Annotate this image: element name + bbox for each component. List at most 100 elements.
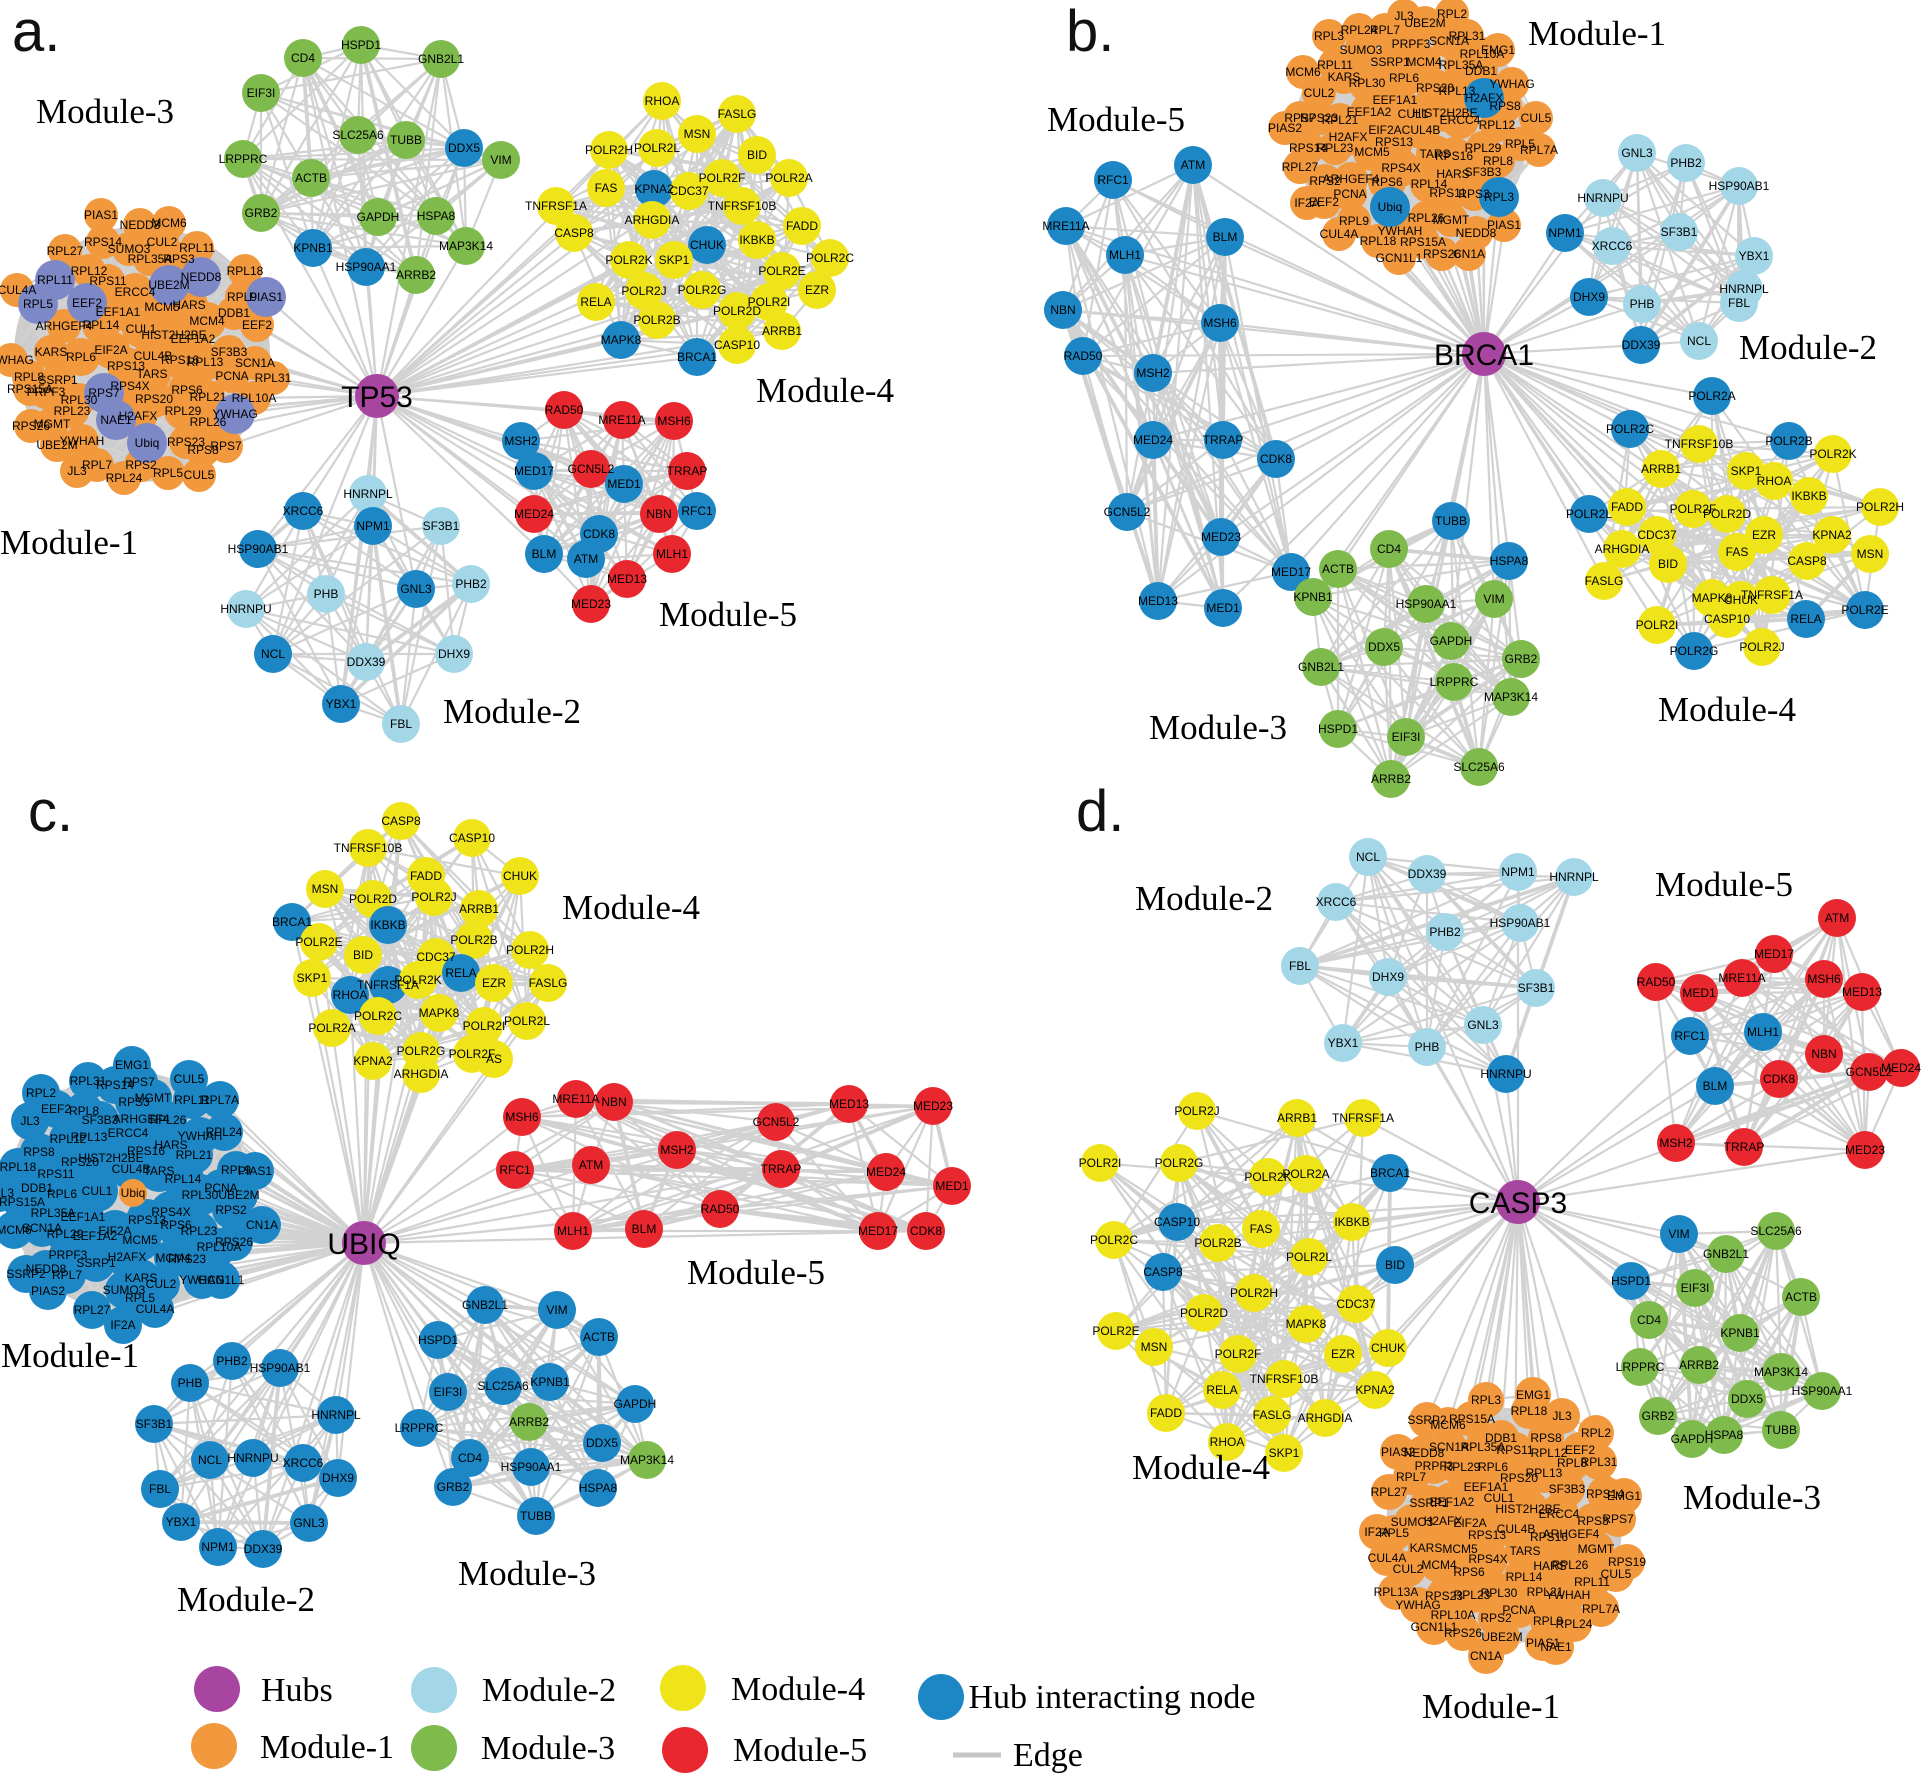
svg-text:ARHGDIA: ARHGDIA xyxy=(1298,1411,1353,1425)
svg-text:EIF3I: EIF3I xyxy=(247,86,276,100)
svg-text:MED17: MED17 xyxy=(1271,565,1311,579)
svg-text:RPL21: RPL21 xyxy=(176,1148,213,1162)
svg-text:ARRB1: ARRB1 xyxy=(762,324,802,338)
svg-text:POLR2L: POLR2L xyxy=(1566,507,1612,521)
svg-text:RPL6: RPL6 xyxy=(47,1187,77,1201)
svg-text:NCL: NCL xyxy=(198,1453,222,1467)
svg-text:ARHGEF4: ARHGEF4 xyxy=(1323,172,1380,186)
svg-text:NBN: NBN xyxy=(1811,1047,1836,1061)
svg-text:RPL26: RPL26 xyxy=(190,415,227,429)
svg-text:NPM1: NPM1 xyxy=(1501,865,1535,879)
svg-text:MCM5: MCM5 xyxy=(1442,1542,1478,1556)
svg-text:MAP3K14: MAP3K14 xyxy=(620,1453,674,1467)
svg-text:RPL6: RPL6 xyxy=(1389,71,1419,85)
svg-text:ARRB1: ARRB1 xyxy=(1277,1111,1317,1125)
svg-text:RPL11: RPL11 xyxy=(37,273,73,287)
svg-text:H2AFX: H2AFX xyxy=(108,1250,147,1264)
svg-text:RPS15A: RPS15A xyxy=(1449,1412,1495,1426)
svg-text:TRRAP: TRRAP xyxy=(1203,433,1244,447)
svg-text:MCM4: MCM4 xyxy=(155,1251,191,1265)
svg-text:POLR2K: POLR2K xyxy=(394,973,441,987)
svg-text:MAP3K14: MAP3K14 xyxy=(439,239,493,253)
svg-text:MCM5: MCM5 xyxy=(122,1233,158,1247)
svg-text:POLR2A: POLR2A xyxy=(1282,1167,1329,1181)
svg-text:CDC37: CDC37 xyxy=(1637,528,1677,542)
svg-text:SKP1: SKP1 xyxy=(1269,1446,1300,1460)
svg-text:RPS20: RPS20 xyxy=(1416,81,1454,95)
svg-text:GNL3: GNL3 xyxy=(1467,1018,1499,1032)
svg-text:FASLG: FASLG xyxy=(1585,574,1624,588)
svg-text:CUL4A: CUL4A xyxy=(136,1302,175,1316)
svg-text:POLR2H: POLR2H xyxy=(1230,1286,1278,1300)
svg-text:MCM6: MCM6 xyxy=(0,1223,32,1237)
svg-text:DHX9: DHX9 xyxy=(1372,970,1404,984)
svg-text:RPS6: RPS6 xyxy=(1371,175,1403,189)
svg-text:POLR2F: POLR2F xyxy=(449,1047,496,1061)
svg-text:TP53: TP53 xyxy=(341,381,413,414)
svg-text:RPL26: RPL26 xyxy=(1408,211,1445,225)
svg-text:ARHGDIA: ARHGDIA xyxy=(394,1067,449,1081)
svg-text:TNFRSF10B: TNFRSF10B xyxy=(1665,437,1734,451)
svg-text:Module-3: Module-3 xyxy=(1683,1478,1821,1517)
svg-text:EIF2A: EIF2A xyxy=(94,343,127,357)
svg-text:Module-1: Module-1 xyxy=(1528,14,1666,53)
svg-text:MCM6: MCM6 xyxy=(1285,65,1321,79)
svg-text:RPL27: RPL27 xyxy=(74,1303,111,1317)
svg-text:ARRB2: ARRB2 xyxy=(509,1415,549,1429)
svg-text:SUMO3: SUMO3 xyxy=(1340,43,1383,57)
svg-text:Ubiq: Ubiq xyxy=(135,436,160,450)
svg-text:SF3B3: SF3B3 xyxy=(1465,165,1502,179)
svg-text:AS: AS xyxy=(486,1052,502,1066)
svg-text:RAD50: RAD50 xyxy=(1637,975,1676,989)
svg-text:CUL2: CUL2 xyxy=(147,235,178,249)
svg-text:NBN: NBN xyxy=(646,507,671,521)
svg-text:EEF1A2: EEF1A2 xyxy=(1430,1495,1475,1509)
svg-text:RPS7: RPS7 xyxy=(1602,1512,1634,1526)
svg-text:KPNB1: KPNB1 xyxy=(530,1375,570,1389)
svg-text:TARS: TARS xyxy=(143,1164,174,1178)
svg-text:SF3B1: SF3B1 xyxy=(1518,981,1555,995)
svg-text:PIAS2: PIAS2 xyxy=(1381,1445,1415,1459)
svg-text:DDX5: DDX5 xyxy=(1731,1392,1763,1406)
svg-text:RPL12: RPL12 xyxy=(1479,118,1516,132)
svg-text:POLR2H: POLR2H xyxy=(585,143,633,157)
svg-text:RPL5: RPL5 xyxy=(125,1291,155,1305)
svg-text:CUL2: CUL2 xyxy=(146,1277,177,1291)
svg-text:GRB2: GRB2 xyxy=(245,206,278,220)
svg-text:JL3: JL3 xyxy=(20,1114,40,1128)
svg-text:ERCC4: ERCC4 xyxy=(115,285,156,299)
svg-text:ARHGDIA: ARHGDIA xyxy=(1595,542,1650,556)
svg-text:POLR2B: POLR2B xyxy=(450,933,497,947)
svg-text:GCN1L1: GCN1L1 xyxy=(1376,251,1423,265)
svg-text:RPL10A: RPL10A xyxy=(1460,47,1505,61)
svg-text:TNFRSF10B: TNFRSF10B xyxy=(708,199,777,213)
svg-text:LRPPRC: LRPPRC xyxy=(1616,1360,1665,1374)
svg-text:RPS14: RPS14 xyxy=(1586,1487,1624,1501)
svg-text:RPL12: RPL12 xyxy=(50,1132,87,1146)
svg-text:MRE11A: MRE11A xyxy=(552,1092,599,1106)
svg-text:BLM: BLM xyxy=(532,547,557,561)
svg-text:EMG1: EMG1 xyxy=(1607,1489,1641,1503)
svg-text:Module-1: Module-1 xyxy=(1422,1687,1560,1726)
svg-text:MED1: MED1 xyxy=(1206,601,1240,615)
svg-text:RPL31: RPL31 xyxy=(255,371,292,385)
svg-text:MLH1: MLH1 xyxy=(656,547,688,561)
svg-text:RPS16: RPS16 xyxy=(1435,149,1473,163)
svg-text:EEF1A1: EEF1A1 xyxy=(1464,1480,1509,1494)
svg-text:Hubs: Hubs xyxy=(261,1672,333,1709)
svg-text:RPS4X: RPS4X xyxy=(1468,1552,1507,1566)
svg-text:ARHGDIA: ARHGDIA xyxy=(625,213,680,227)
svg-text:LRPPRC: LRPPRC xyxy=(219,152,268,166)
svg-text:RPL21: RPL21 xyxy=(190,390,227,404)
svg-text:DDX39: DDX39 xyxy=(1622,338,1661,352)
svg-text:MAP3K14: MAP3K14 xyxy=(1484,690,1538,704)
svg-text:Module-5: Module-5 xyxy=(1047,100,1185,139)
svg-text:NCL: NCL xyxy=(261,647,285,661)
svg-text:RPL14: RPL14 xyxy=(1411,177,1448,191)
svg-text:RPS20: RPS20 xyxy=(1500,1471,1538,1485)
svg-text:RPL7A: RPL7A xyxy=(201,1093,239,1107)
svg-text:a.: a. xyxy=(12,0,60,64)
svg-text:RPS3: RPS3 xyxy=(1458,187,1490,201)
svg-text:MGMT: MGMT xyxy=(34,417,71,431)
svg-text:MED24: MED24 xyxy=(514,507,554,521)
